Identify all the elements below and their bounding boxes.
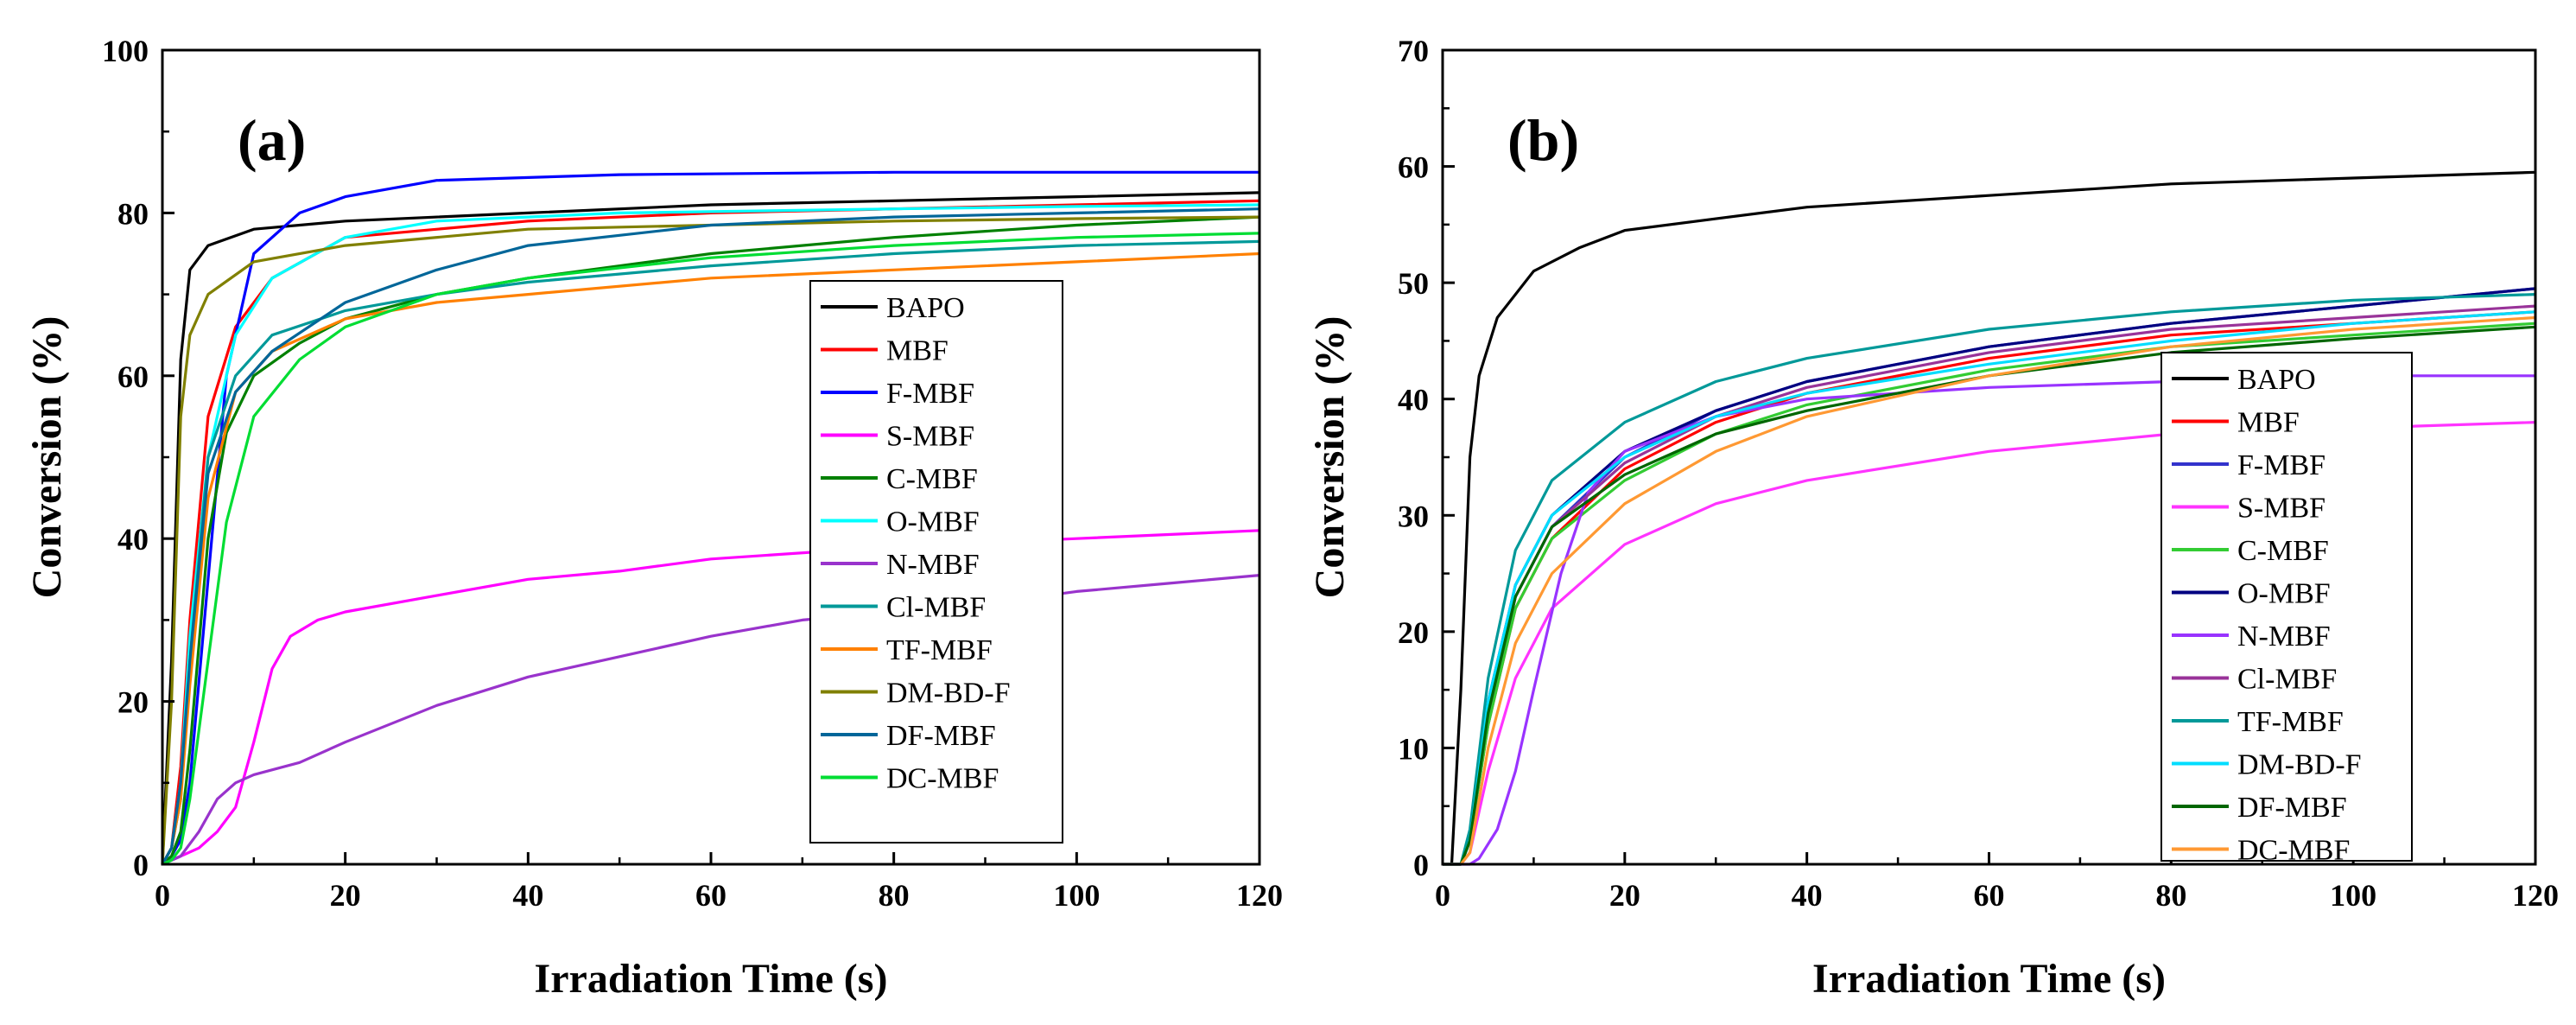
legend-label-mbf: MBF xyxy=(2237,407,2300,439)
series-line-dm-bd-f xyxy=(161,215,1260,865)
y-tick-label: 20 xyxy=(1398,615,1429,650)
series-line-tf-mbf xyxy=(1443,293,2536,866)
y-tick-label: 80 xyxy=(117,196,149,231)
axis-tick-labels-a: 0 20 40 60 80 100 120 0 20 40 60 80 100 xyxy=(102,34,1283,913)
y-axis-title-b: Conversion (%) xyxy=(1307,316,1353,599)
series-layer-b xyxy=(1443,170,2536,866)
y-tick-label: 20 xyxy=(117,685,149,720)
chart-panel-a: 0 20 40 60 80 100 120 0 20 40 60 80 100 (a) Irradiat… xyxy=(24,34,1283,1002)
y-tick-label: 0 xyxy=(133,848,149,882)
x-tick-label: 100 xyxy=(1053,878,1100,913)
legend-label-cl-mbf: Cl-MBF xyxy=(2237,664,2337,696)
legend-label-tf-mbf: TF-MBF xyxy=(886,634,993,666)
legend-label-c-mbf: C-MBF xyxy=(2237,535,2329,567)
x-tick-label: 40 xyxy=(512,878,543,913)
legend-label-df-mbf: DF-MBF xyxy=(886,720,996,752)
x-tick-label: 120 xyxy=(1236,878,1283,913)
legend-label-df-mbf: DF-MBF xyxy=(2237,792,2347,824)
y-axis-title-a: Conversion (%) xyxy=(24,316,70,599)
y-tick-label: 30 xyxy=(1398,499,1429,533)
x-tick-label: 60 xyxy=(1974,878,2005,913)
x-tick-label: 20 xyxy=(1609,878,1640,913)
legend-label-dm-bd-f: DM-BD-F xyxy=(2237,749,2362,781)
legend-label-n-mbf: N-MBF xyxy=(2237,621,2331,653)
series-line-c-mbf xyxy=(161,215,1260,866)
x-tick-label: 100 xyxy=(2330,878,2376,913)
y-tick-label: 100 xyxy=(102,34,149,68)
x-tick-label: 120 xyxy=(2512,878,2559,913)
chart-panel-b: 0 20 40 60 80 100 120 0 10 20 30 40 50 60 70 (b) Irrad… xyxy=(1307,34,2559,1002)
x-tick-label: 0 xyxy=(155,878,170,913)
legend-label-dm-bd-f: DM-BD-F xyxy=(886,678,1011,710)
series-layer-a xyxy=(161,170,1260,866)
legend-label-dc-mbf: DC-MBF xyxy=(886,763,999,795)
x-tick-label: 60 xyxy=(695,878,726,913)
x-tick-label: 80 xyxy=(879,878,910,913)
x-tick-label: 0 xyxy=(1435,878,1450,913)
legend-a: BAPO MBF F-MBF S-MBF C-MBF O-MBF N-MBF Cl-MBF TF… xyxy=(809,280,1063,844)
legend-label-s-mbf: S-MBF xyxy=(2237,493,2325,525)
x-axis-title-b: Irradiation Time (s) xyxy=(1812,956,2166,1002)
y-tick-label: 60 xyxy=(117,360,149,394)
x-tick-label: 80 xyxy=(2155,878,2186,913)
panel-label-a: (a) xyxy=(238,107,306,173)
legend-label-n-mbf: N-MBF xyxy=(886,549,980,581)
axis-tick-labels-b: 0 20 40 60 80 100 120 0 10 20 30 40 50 60 70 xyxy=(1398,34,2559,913)
legend-label-f-mbf: F-MBF xyxy=(886,378,974,410)
series-line-n-mbf xyxy=(1443,374,2535,866)
series-line-dc-mbf xyxy=(1443,315,2536,866)
legend-label-bapo: BAPO xyxy=(886,292,965,324)
legend-box xyxy=(2160,352,2413,862)
legend-label-s-mbf: S-MBF xyxy=(886,421,974,453)
series-line-df-mbf xyxy=(161,207,1260,865)
x-axis-title-a: Irradiation Time (s) xyxy=(535,956,888,1002)
y-tick-label: 0 xyxy=(1413,848,1429,882)
y-tick-label: 50 xyxy=(1398,266,1429,301)
series-line-bapo xyxy=(1443,170,2536,866)
legend-b: BAPO MBF F-MBF S-MBF C-MBF O-MBF N-MBF Cl-MBF TF… xyxy=(2160,352,2413,867)
legend-label-mbf: MBF xyxy=(886,335,949,367)
legend-label-tf-mbf: TF-MBF xyxy=(2237,706,2344,738)
series-line-dc-mbf xyxy=(162,232,1260,866)
y-tick-label: 40 xyxy=(1398,383,1429,417)
legend-label-dc-mbf: DC-MBF xyxy=(2237,835,2350,867)
legend-label-bapo: BAPO xyxy=(2237,364,2316,396)
series-line-s-mbf xyxy=(162,529,1260,866)
y-tick-label: 40 xyxy=(117,522,149,557)
x-tick-label: 20 xyxy=(330,878,361,913)
legend-label-f-mbf: F-MBF xyxy=(2237,449,2325,481)
x-tick-label: 40 xyxy=(1792,878,1823,913)
legend-label-o-mbf: O-MBF xyxy=(2237,578,2331,610)
legend-label-cl-mbf: Cl-MBF xyxy=(886,592,986,624)
panel-label-b: (b) xyxy=(1507,107,1579,173)
series-line-bapo xyxy=(161,191,1260,865)
axis-ticks-a xyxy=(161,48,1261,866)
y-tick-label: 10 xyxy=(1398,731,1429,766)
legend-label-c-mbf: C-MBF xyxy=(886,463,978,495)
legend-label-o-mbf: O-MBF xyxy=(886,506,980,538)
y-tick-label: 70 xyxy=(1398,34,1429,68)
y-tick-label: 60 xyxy=(1398,150,1429,185)
